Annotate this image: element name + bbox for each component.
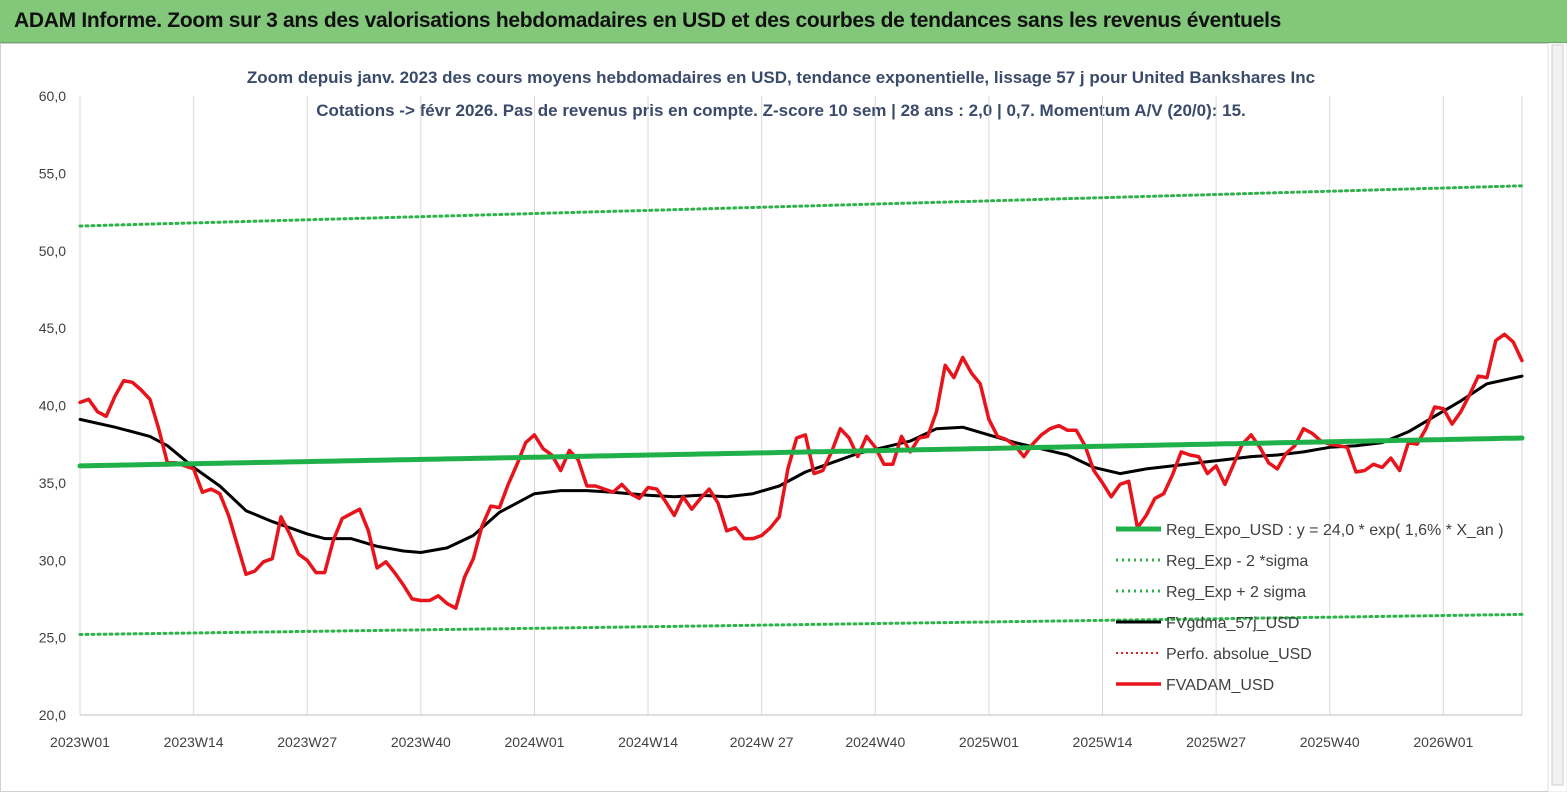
x-tick-label: 2025W14 — [1073, 734, 1133, 750]
x-tick-label: 2023W40 — [391, 734, 451, 750]
x-tick-label: 2026W01 — [1413, 734, 1473, 750]
fvadam-price-line — [78, 332, 1524, 610]
x-tick-label: 2025W27 — [1186, 734, 1246, 750]
x-tick-label: 2023W14 — [164, 734, 224, 750]
y-tick-label: 20,0 — [39, 707, 66, 723]
x-tick-label: 2024W14 — [618, 734, 678, 750]
chart-title-line2: Cotations -> févr 2026. Pas de revenus p… — [316, 101, 1246, 120]
y-tick-label: 40,0 — [39, 398, 66, 414]
series-group — [77, 184, 1525, 636]
line-chart: Zoom depuis janv. 2023 des cours moyens … — [0, 42, 1567, 793]
x-tick-label: 2023W27 — [277, 734, 337, 750]
y-tick-label: 30,0 — [39, 552, 66, 568]
legend-label: Reg_Expo_USD : y = 24,0 * exp( 1,6% * X_… — [1166, 522, 1504, 539]
legend: Reg_Expo_USD : y = 24,0 * exp( 1,6% * X_… — [1116, 522, 1504, 694]
x-tick-label: 2025W01 — [959, 734, 1019, 750]
x-axis-ticks: 2023W01 2023W14 2023W27 2023W40 2024W01 2024W… — [50, 734, 1473, 750]
x-tick-label: 2024W 27 — [730, 734, 794, 750]
reg-plus-2sigma-line — [78, 184, 1524, 228]
sma-57j-line — [78, 374, 1524, 554]
scrollbar-thumb[interactable] — [1551, 44, 1564, 786]
y-tick-label: 55,0 — [39, 165, 66, 181]
reg-minus-2sigma-line — [78, 612, 1524, 636]
report-title: ADAM Informe. Zoom sur 3 ans des valoris… — [14, 9, 1281, 32]
y-tick-label: 35,0 — [39, 475, 66, 491]
reg-expo-line — [77, 435, 1525, 469]
x-tick-label: 2024W40 — [845, 734, 905, 750]
legend-label: Perfo. absolue_USD — [1166, 646, 1312, 663]
x-tick-label: 2023W01 — [50, 734, 110, 750]
y-tick-label: 50,0 — [39, 243, 66, 259]
y-tick-label: 45,0 — [39, 320, 66, 336]
x-tick-label: 2024W01 — [504, 734, 564, 750]
x-tick-label: 2025W40 — [1300, 734, 1360, 750]
y-tick-label: 25,0 — [39, 630, 66, 646]
y-axis-ticks: 20,0 25,0 30,0 35,0 40,0 45,0 50,0 55,0 60,0 — [39, 88, 66, 723]
report-header: ADAM Informe. Zoom sur 3 ans des valoris… — [0, 0, 1567, 43]
legend-label: Reg_Exp - 2 *sigma — [1166, 553, 1308, 570]
legend-label: FVADAM_USD — [1166, 677, 1274, 694]
chart-frame — [0, 43, 1567, 792]
y-tick-label: 60,0 — [39, 88, 66, 104]
legend-label: Reg_Exp + 2 sigma — [1166, 584, 1306, 601]
chart-title-line1: Zoom depuis janv. 2023 des cours moyens … — [247, 68, 1315, 87]
legend-label: FVgdma_57j_USD — [1166, 615, 1299, 632]
grid — [79, 96, 1523, 716]
chart-area: Zoom depuis janv. 2023 des cours moyens … — [0, 42, 1567, 793]
